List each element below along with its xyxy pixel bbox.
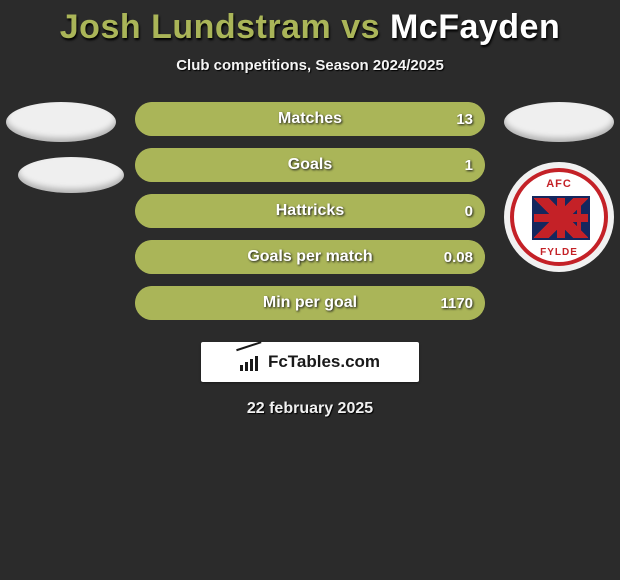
club-crest-right: AFC FYLDE xyxy=(504,162,614,272)
stat-bars: Matches13 Goals1 Hattricks0 Goals per match… xyxy=(135,102,485,320)
stat-bar-value-right: 1170 xyxy=(440,286,473,320)
stat-bar-label: Hattricks xyxy=(135,194,485,228)
crest-windmill-icon xyxy=(570,198,588,234)
stat-bar-value-right: 0.08 xyxy=(444,240,473,274)
stat-bar-value-right: 1 xyxy=(465,148,473,182)
title-left: Josh Lundstram xyxy=(60,8,331,46)
stat-bar: Matches13 xyxy=(135,102,485,136)
crest-text-top: AFC xyxy=(514,178,604,190)
stat-bar-value-right: 0 xyxy=(465,194,473,228)
player-badge-right xyxy=(504,102,614,142)
stat-bar-label: Matches xyxy=(135,102,485,136)
player-badge-left-1 xyxy=(6,102,116,142)
page-title: Josh Lundstram vs McFayden xyxy=(0,0,620,47)
title-right: McFayden xyxy=(390,8,560,46)
stat-bar-label: Goals xyxy=(135,148,485,182)
stat-bar: Min per goal1170 xyxy=(135,286,485,320)
stat-bar-label: Min per goal xyxy=(135,286,485,320)
stat-bar-label: Goals per match xyxy=(135,240,485,274)
logo-text: FcTables.com xyxy=(268,352,380,372)
source-logo[interactable]: FcTables.com xyxy=(201,342,419,382)
stat-bar: Goals1 xyxy=(135,148,485,182)
club-badge-left xyxy=(18,157,124,193)
stat-bar: Goals per match0.08 xyxy=(135,240,485,274)
stat-bar-value-right: 13 xyxy=(456,102,473,136)
subtitle: Club competitions, Season 2024/2025 xyxy=(0,57,620,74)
stat-bar: Hattricks0 xyxy=(135,194,485,228)
comparison-stage: AFC FYLDE Matches13 Goals1 Hattricks0 Goals… xyxy=(0,102,620,418)
crest-graphic: AFC FYLDE xyxy=(510,168,608,266)
chart-icon xyxy=(240,353,262,371)
crest-text-bottom: FYLDE xyxy=(514,247,604,258)
title-vs: vs xyxy=(331,8,390,46)
date-text: 22 february 2025 xyxy=(0,400,620,418)
